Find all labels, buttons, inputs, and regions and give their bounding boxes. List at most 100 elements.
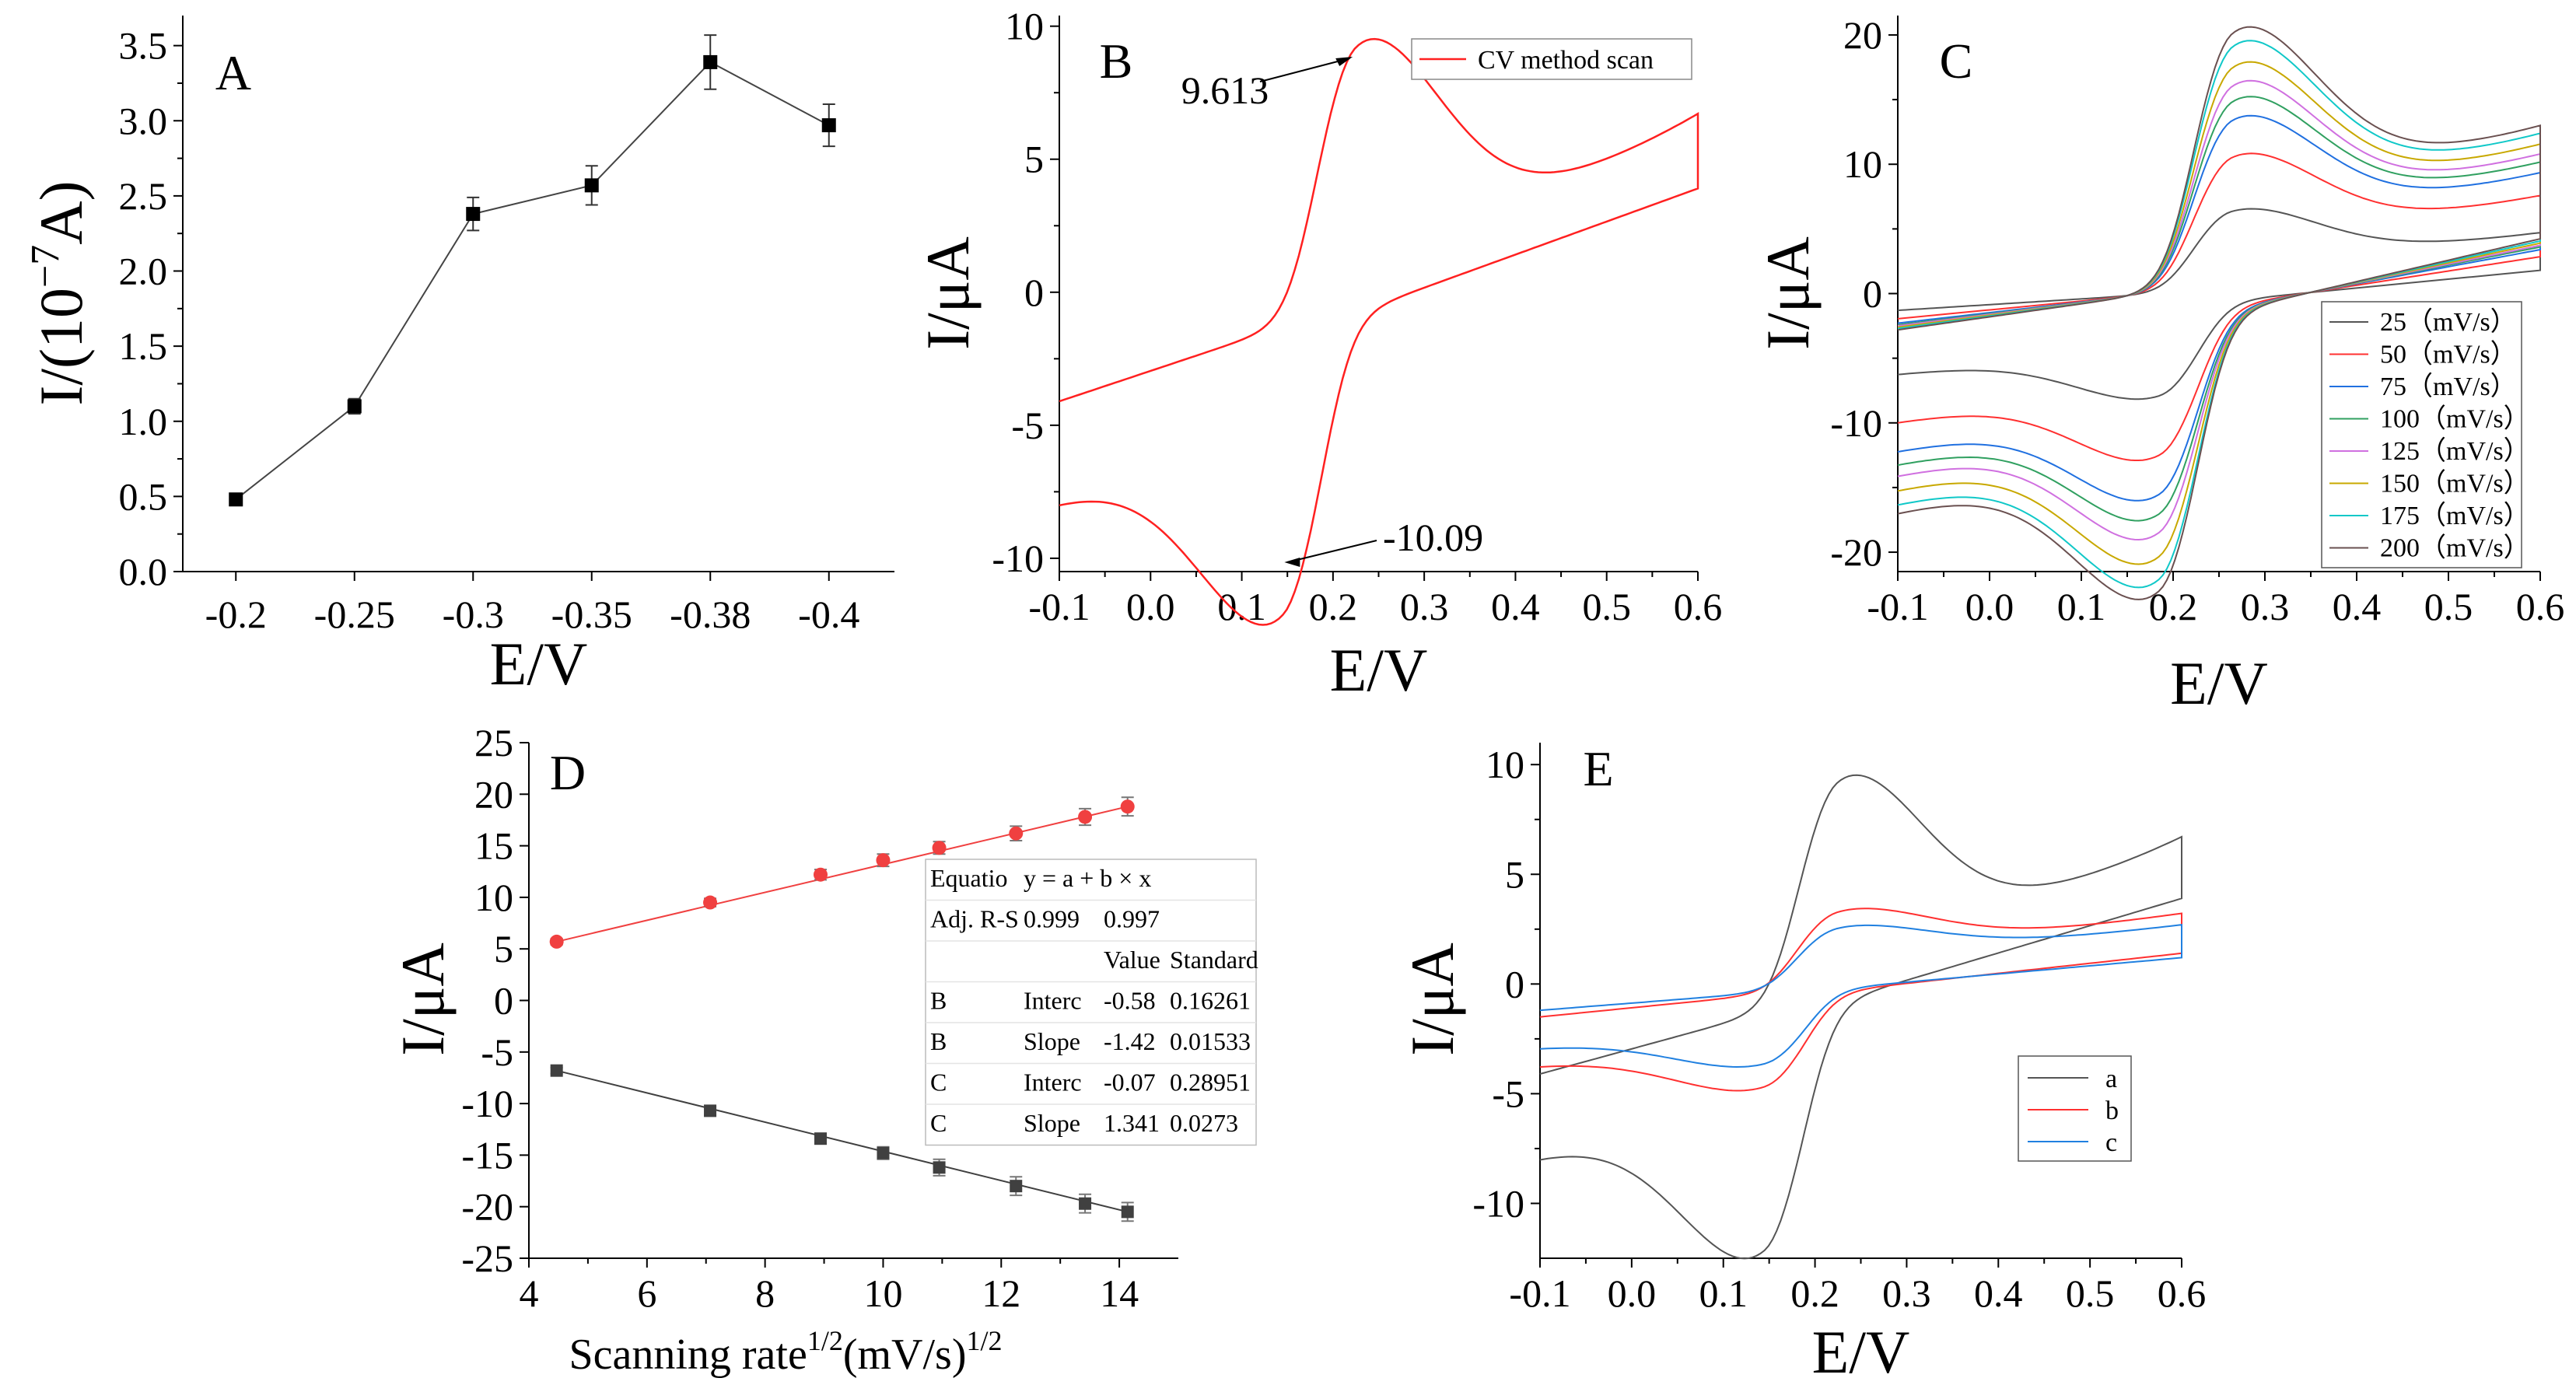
x-tick-label: 0.4 bbox=[1974, 1271, 2023, 1315]
table-cell: 0.997 bbox=[1104, 905, 1160, 933]
y-tick-label: 0 bbox=[1863, 272, 1882, 316]
y-tick-label: -5 bbox=[1492, 1072, 1524, 1115]
y-tick-label: -10 bbox=[1830, 401, 1882, 445]
table-cell: B bbox=[930, 1027, 947, 1055]
x-tick-label: 4 bbox=[520, 1271, 539, 1315]
x-tick-label: 0.5 bbox=[1582, 585, 1631, 628]
panel-d: 4 6 8 10 12 14 -25 -20 -15 -10 -5 0 5 10 15 20 25 Equatio… bbox=[389, 721, 1258, 1379]
panel-label: D bbox=[550, 745, 586, 800]
table-cell: 0.999 bbox=[1024, 905, 1080, 933]
table-cell: y = a + b × x bbox=[1024, 864, 1151, 892]
legend-label: b bbox=[2105, 1096, 2119, 1125]
y-tick-label: 0.0 bbox=[119, 550, 168, 593]
table-cell: -0.58 bbox=[1104, 987, 1156, 1015]
data-point bbox=[876, 853, 891, 868]
series-line bbox=[235, 61, 830, 500]
data-point bbox=[1121, 1205, 1134, 1219]
y-tick-label: 3.5 bbox=[119, 24, 168, 68]
y-axis-label: I/(10−7A) bbox=[23, 180, 95, 405]
panel-c: -0.1 0.0 0.1 0.2 0.3 0.4 0.5 0.6 -20 -10 0 10 20 25（m… bbox=[1754, 13, 2564, 717]
x-axis-label: Scanning rate1/2(mV/s)1/2 bbox=[569, 1325, 1002, 1379]
y-tick-label: 5 bbox=[1024, 138, 1044, 181]
data-point bbox=[703, 54, 718, 69]
table-cell: 1.341 bbox=[1104, 1109, 1160, 1137]
legend-label: 75（mV/s） bbox=[2380, 372, 2517, 401]
annotation-text: -10.09 bbox=[1383, 516, 1483, 559]
y-axis-label: I/μA bbox=[914, 236, 982, 350]
arrow-head bbox=[1284, 557, 1300, 567]
x-axis-label: E/V bbox=[2170, 649, 2268, 717]
y-tick-label: 0.5 bbox=[119, 474, 168, 518]
y-tick-label: -10 bbox=[461, 1082, 513, 1125]
x-tick-label: 0.0 bbox=[1126, 585, 1175, 628]
x-tick-label: 0.2 bbox=[1790, 1271, 1839, 1315]
data-point bbox=[933, 1161, 946, 1174]
x-tick-label: -0.1 bbox=[1028, 585, 1090, 628]
annotation-arrow bbox=[1259, 58, 1350, 82]
y-tick-label: 10 bbox=[1843, 142, 1882, 186]
table-cell: Slope bbox=[1024, 1109, 1080, 1137]
annotation-arrow bbox=[1287, 540, 1377, 563]
table-cell: 0.0273 bbox=[1170, 1109, 1238, 1137]
x-tick-label: -0.25 bbox=[314, 593, 395, 636]
x-tick-label: 0.0 bbox=[1608, 1271, 1657, 1315]
y-tick-label: -20 bbox=[1830, 530, 1882, 574]
arrow-head bbox=[1335, 57, 1353, 67]
data-point bbox=[1120, 799, 1135, 814]
table-cell: 0.28951 bbox=[1170, 1068, 1251, 1096]
x-tick-label: 0.2 bbox=[1309, 585, 1358, 628]
legend-label: 175（mV/s） bbox=[2380, 501, 2530, 530]
x-tick-label: 0.4 bbox=[1491, 585, 1540, 628]
table-cell: Slope bbox=[1024, 1027, 1080, 1055]
data-point bbox=[813, 867, 828, 882]
data-point bbox=[584, 178, 599, 193]
panel-label: E bbox=[1583, 741, 1613, 796]
legend-box bbox=[2321, 301, 2522, 568]
y-axis-label: I/μA bbox=[389, 943, 457, 1056]
panel-label: C bbox=[1940, 33, 1973, 89]
data-point bbox=[229, 492, 243, 507]
x-tick-label: 0.3 bbox=[1882, 1271, 1931, 1315]
x-tick-label: 0.1 bbox=[1699, 1271, 1748, 1315]
series-line-c bbox=[1539, 923, 2182, 1068]
y-tick-label: -5 bbox=[481, 1030, 513, 1074]
data-point bbox=[877, 1146, 890, 1159]
y-tick-label: -15 bbox=[461, 1133, 513, 1177]
y-tick-label: 2.5 bbox=[119, 174, 168, 218]
legend-label: c bbox=[2105, 1128, 2117, 1157]
x-tick-label: 14 bbox=[1100, 1271, 1139, 1315]
table-cell: Equatio bbox=[930, 864, 1008, 892]
panel-label: B bbox=[1100, 33, 1133, 89]
data-point bbox=[1010, 1180, 1023, 1193]
legend-label: 50（mV/s） bbox=[2380, 340, 2517, 369]
y-tick-label: 5 bbox=[1505, 852, 1524, 896]
table-cell: Interc bbox=[1024, 1068, 1082, 1096]
table-cell: Value bbox=[1104, 946, 1160, 974]
y-tick-label: -5 bbox=[1011, 404, 1044, 447]
legend-box bbox=[2018, 1055, 2132, 1162]
x-tick-label: 10 bbox=[863, 1271, 902, 1315]
y-tick-label: -10 bbox=[1472, 1181, 1524, 1225]
data-point bbox=[1079, 1197, 1092, 1210]
y-tick-label: 20 bbox=[474, 772, 513, 816]
data-point bbox=[704, 1104, 717, 1117]
x-tick-label: 0.1 bbox=[1217, 585, 1266, 628]
x-tick-label: 12 bbox=[982, 1271, 1020, 1315]
legend-label: 100（mV/s） bbox=[2380, 404, 2530, 434]
table-cell: -0.07 bbox=[1104, 1068, 1156, 1096]
y-tick-label: 3.0 bbox=[119, 99, 168, 142]
y-axis-label: I/μA bbox=[1398, 943, 1466, 1056]
x-tick-label: 6 bbox=[637, 1271, 656, 1315]
stats-table bbox=[925, 859, 1257, 1146]
legend-label: 150（mV/s） bbox=[2380, 469, 2530, 498]
x-tick-label: 0.0 bbox=[1965, 585, 2014, 628]
data-point bbox=[821, 118, 836, 133]
data-point bbox=[814, 1132, 827, 1145]
x-tick-label: 0.6 bbox=[1674, 585, 1723, 628]
data-point bbox=[703, 895, 718, 910]
y-tick-label: 10 bbox=[1005, 5, 1044, 48]
table-cell: 0.01533 bbox=[1170, 1027, 1251, 1055]
x-tick-label: 0.5 bbox=[2424, 585, 2473, 628]
x-tick-label: -0.2 bbox=[205, 593, 267, 636]
x-tick-label: -0.3 bbox=[443, 593, 504, 636]
